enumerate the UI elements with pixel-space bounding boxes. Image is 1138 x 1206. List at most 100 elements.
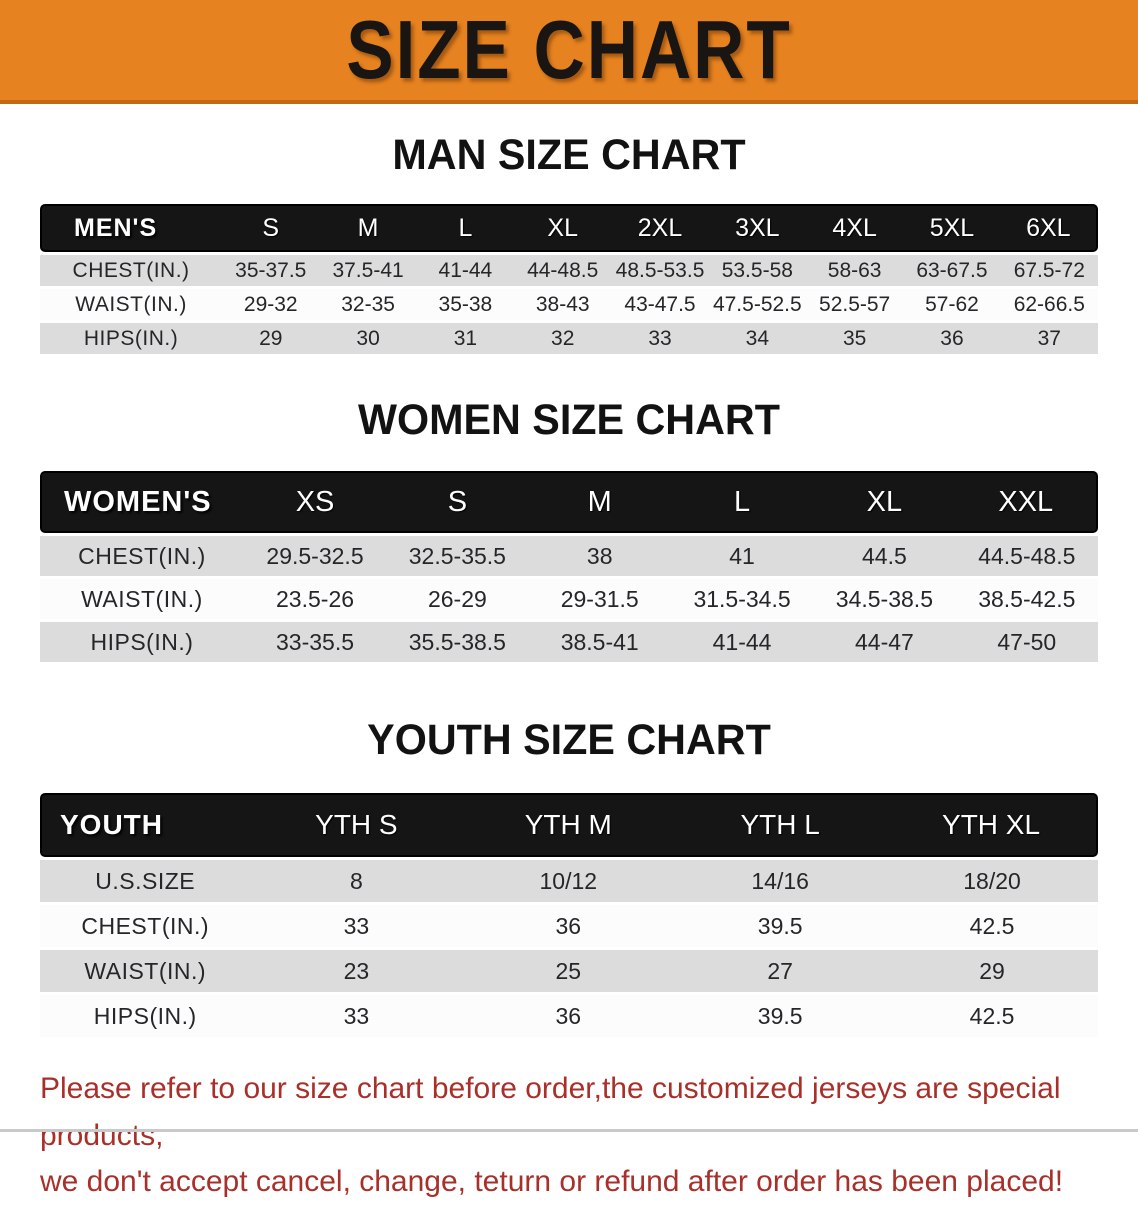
table-header-row: MEN'S S M L XL 2XL 3XL 4XL 5XL 6XL — [40, 204, 1098, 252]
row-label-cell: WAIST(IN.) — [40, 950, 251, 992]
value-cell: 42.5 — [886, 905, 1098, 947]
value-cell: 44.5 — [813, 536, 956, 576]
value-cell: 39.5 — [674, 995, 887, 1037]
value-cell: 38.5-42.5 — [955, 579, 1098, 619]
value-cell: 44.5-48.5 — [955, 536, 1098, 576]
value-cell: 25 — [462, 950, 675, 992]
value-cell: 33 — [250, 995, 463, 1037]
value-cell: 37.5-41 — [319, 255, 417, 286]
youth-size-section: YOUTH SIZE CHART YOUTH YTH S YTH M YTH L YTH… — [0, 719, 1138, 1040]
value-cell: 27 — [674, 950, 887, 992]
size-column-header: S — [222, 204, 320, 252]
row-label-cell: HIPS(IN.) — [40, 323, 223, 354]
man-size-section: MAN SIZE CHART MEN'S S M L XL 2XL 3XL 4XL 5XL 6XL… — [0, 134, 1138, 357]
size-column-header: YTH L — [674, 793, 887, 857]
value-cell: 29 — [222, 323, 320, 354]
size-column-header: L — [416, 204, 515, 252]
table-row: CHEST(IN.) 29.5-32.5 32.5-35.5 38 41 44.5 44.5… — [40, 536, 1098, 576]
size-column-header: YTH S — [250, 793, 463, 857]
value-cell: 41 — [670, 536, 814, 576]
size-column-header: 3XL — [708, 204, 806, 252]
value-cell: 23.5-26 — [243, 579, 387, 619]
women-size-section: WOMEN SIZE CHART WOMEN'S XS S M L XL XXL CHEST(… — [0, 399, 1138, 665]
value-cell: 62-66.5 — [1000, 289, 1098, 320]
value-cell: 26-29 — [386, 579, 529, 619]
value-cell: 30 — [319, 323, 417, 354]
table-header-row: YOUTH YTH S YTH M YTH L YTH XL — [40, 793, 1098, 857]
value-cell: 23 — [250, 950, 463, 992]
size-column-header: YTH XL — [886, 793, 1098, 857]
value-cell: 57-62 — [903, 289, 1001, 320]
value-cell: 35 — [805, 323, 904, 354]
table-row: HIPS(IN.) 33-35.5 35.5-38.5 38.5-41 41-44 44-… — [40, 622, 1098, 662]
disclaimer-line-2: we don't accept cancel, change, teturn o… — [40, 1165, 1064, 1198]
banner-title: SIZE CHART — [346, 2, 792, 96]
size-column-header: XL — [813, 471, 956, 533]
value-cell: 35.5-38.5 — [386, 622, 529, 662]
table-row: CHEST(IN.) 33 36 39.5 42.5 — [40, 905, 1098, 947]
row-label-cell: CHEST(IN.) — [40, 536, 244, 576]
value-cell: 38.5-41 — [528, 622, 671, 662]
disclaimer-text: Please refer to our size chart before or… — [40, 1066, 1100, 1206]
value-cell: 10/12 — [462, 860, 675, 902]
table-row: U.S.SIZE 8 10/12 14/16 18/20 — [40, 860, 1098, 902]
value-cell: 29.5-32.5 — [243, 536, 387, 576]
value-cell: 29-32 — [222, 289, 320, 320]
table-title-cell: WOMEN'S — [40, 471, 244, 533]
value-cell: 33-35.5 — [243, 622, 387, 662]
value-cell: 41-44 — [416, 255, 515, 286]
men-size-table: MEN'S S M L XL 2XL 3XL 4XL 5XL 6XL CHEST(IN.) 35-37… — [40, 201, 1098, 357]
women-section-heading: WOMEN SIZE CHART — [358, 396, 780, 444]
value-cell: 63-67.5 — [903, 255, 1001, 286]
table-row: HIPS(IN.) 29 30 31 32 33 34 35 36 37 — [40, 323, 1098, 354]
value-cell: 36 — [903, 323, 1001, 354]
value-cell: 41-44 — [670, 622, 814, 662]
value-cell: 29 — [886, 950, 1098, 992]
value-cell: 35-38 — [416, 289, 515, 320]
value-cell: 42.5 — [886, 995, 1098, 1037]
women-size-table: WOMEN'S XS S M L XL XXL CHEST(IN.) 29.5-32.5 32.5… — [40, 468, 1098, 665]
value-cell: 34.5-38.5 — [813, 579, 956, 619]
row-label-cell: WAIST(IN.) — [40, 579, 244, 619]
size-column-header: M — [528, 471, 671, 533]
value-cell: 36 — [462, 995, 675, 1037]
value-cell: 34 — [708, 323, 806, 354]
row-label-cell: HIPS(IN.) — [40, 995, 251, 1037]
row-label-cell: WAIST(IN.) — [40, 289, 223, 320]
value-cell: 29-31.5 — [528, 579, 671, 619]
value-cell: 32 — [514, 323, 612, 354]
table-row: CHEST(IN.) 35-37.5 37.5-41 41-44 44-48.5 48.5… — [40, 255, 1098, 286]
table-row: WAIST(IN.) 23.5-26 26-29 29-31.5 31.5-34.5 34… — [40, 579, 1098, 619]
value-cell: 31 — [416, 323, 515, 354]
value-cell: 44-47 — [813, 622, 956, 662]
value-cell: 33 — [611, 323, 709, 354]
value-cell: 35-37.5 — [222, 255, 320, 286]
table-header-row: WOMEN'S XS S M L XL XXL — [40, 471, 1098, 533]
table-row: WAIST(IN.) 29-32 32-35 35-38 38-43 43-47.5 47.… — [40, 289, 1098, 320]
value-cell: 48.5-53.5 — [611, 255, 709, 286]
size-column-header: 6XL — [1000, 204, 1098, 252]
man-section-heading: MAN SIZE CHART — [392, 131, 746, 179]
value-cell: 33 — [250, 905, 463, 947]
size-column-header: S — [386, 471, 529, 533]
value-cell: 52.5-57 — [805, 289, 904, 320]
value-cell: 31.5-34.5 — [670, 579, 814, 619]
size-column-header: L — [670, 471, 814, 533]
size-column-header: 5XL — [903, 204, 1001, 252]
row-label-cell: U.S.SIZE — [40, 860, 251, 902]
value-cell: 38 — [528, 536, 671, 576]
size-column-header: 4XL — [805, 204, 904, 252]
youth-table-wrap: YOUTH YTH S YTH M YTH L YTH XL U.S.SIZE 8 10/12… — [40, 790, 1098, 1040]
women-table-wrap: WOMEN'S XS S M L XL XXL CHEST(IN.) 29.5-32.5 32.5… — [40, 468, 1098, 665]
value-cell: 36 — [462, 905, 675, 947]
youth-size-table: YOUTH YTH S YTH M YTH L YTH XL U.S.SIZE 8 10/12… — [40, 790, 1098, 1040]
man-table-wrap: MEN'S S M L XL 2XL 3XL 4XL 5XL 6XL CHEST(IN.) 35-37… — [40, 201, 1098, 357]
table-title-cell: YOUTH — [40, 793, 251, 857]
size-chart-banner: SIZE CHART — [0, 0, 1138, 104]
value-cell: 44-48.5 — [514, 255, 612, 286]
row-label-cell: CHEST(IN.) — [40, 905, 251, 947]
size-column-header: XL — [514, 204, 612, 252]
value-cell: 58-63 — [805, 255, 904, 286]
value-cell: 8 — [250, 860, 463, 902]
